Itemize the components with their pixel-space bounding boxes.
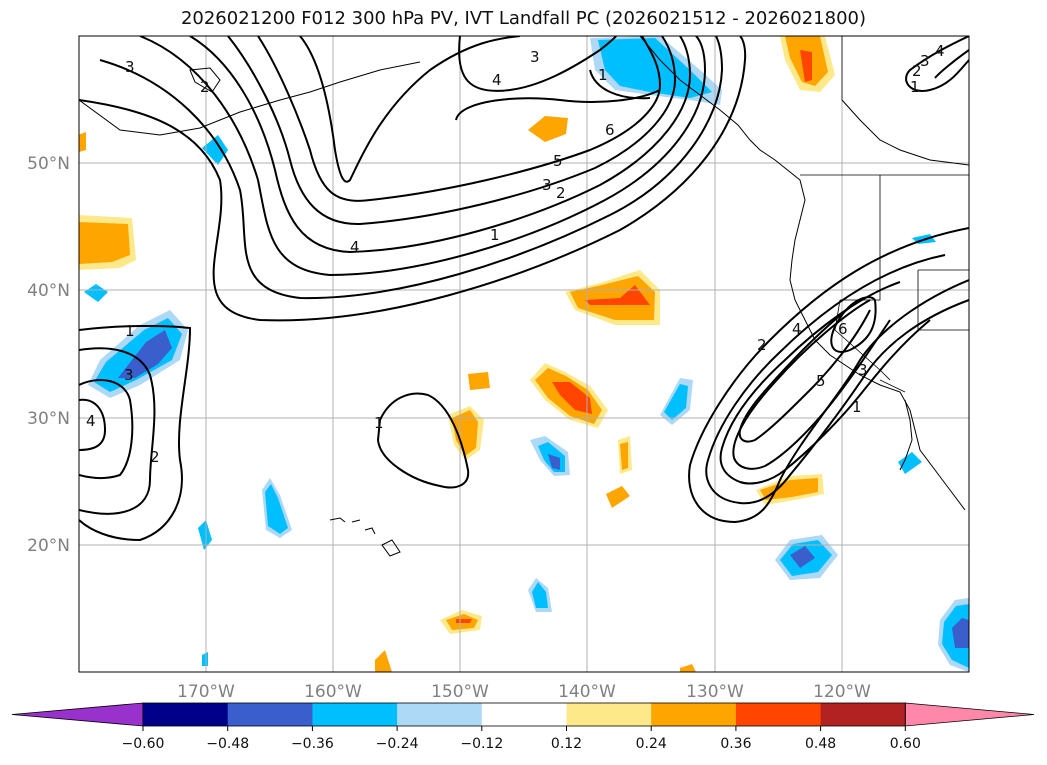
plot-area: [79, 36, 969, 672]
contour-label: 6: [605, 121, 615, 139]
colorbar-tick-label: 0.24: [636, 736, 667, 752]
shade-blob: [620, 442, 628, 470]
colorbar-tick-label: −0.60: [122, 736, 165, 752]
shade-blob: [202, 135, 228, 165]
contour-label: 2: [912, 62, 922, 80]
contour-label: 6: [838, 320, 848, 338]
colorbar-segment: [312, 703, 398, 726]
contour-label: 1: [852, 398, 862, 416]
plot-title: 2026021200 F012 300 hPa PV, IVT Landfall…: [180, 8, 867, 29]
lon-tick-label: 160°W: [304, 682, 362, 702]
shade-blob: [456, 619, 472, 623]
contour-label: 1: [490, 226, 500, 244]
contour-labels: 3 2 3 4 1 6 5 3 2 1 4 1 3 4 2 1 2 4 6 5 …: [86, 42, 945, 466]
lat-tick-label: 30°N: [27, 409, 70, 429]
colorbar-extend-low: [11, 702, 144, 727]
gridlines: [79, 36, 969, 672]
shade-blob: [606, 486, 630, 508]
plot-frame: [78, 35, 970, 673]
shading-layer: [79, 36, 969, 672]
colorbar-tick-label: −0.12: [460, 736, 503, 752]
colorbar-segment: [566, 703, 652, 726]
colorbar-segment: [651, 703, 737, 726]
contour-label: 2: [150, 448, 160, 466]
shade-blob: [552, 382, 592, 414]
colorbar-tick-label: 0.12: [551, 736, 582, 752]
colorbar-segment: [143, 703, 229, 726]
shade-blob: [468, 372, 490, 390]
contour-label: 3: [125, 58, 135, 76]
shade-blob: [375, 650, 392, 672]
colorbar-tick-label: −0.48: [206, 736, 249, 752]
longitude-labels: 170°W 160°W 150°W 140°W 130°W 120°W: [177, 682, 871, 702]
contour-label: 3: [124, 366, 134, 384]
contour-label: 1: [125, 322, 135, 340]
lat-tick-label: 40°N: [27, 281, 70, 301]
colorbar-segment: [227, 703, 313, 726]
colorbar-tick-label: 0.48: [805, 736, 836, 752]
colorbar-tick-label: −0.24: [376, 736, 419, 752]
contour-label: 2: [200, 78, 210, 96]
contour-label: 3: [542, 176, 552, 194]
shade-blob: [790, 546, 815, 568]
contour-label: 4: [792, 320, 802, 338]
lon-tick-label: 120°W: [813, 682, 871, 702]
colorbar-tick-label: 0.60: [890, 736, 921, 752]
lon-tick-label: 170°W: [177, 682, 235, 702]
shade-blob: [265, 484, 288, 534]
shade-blob: [79, 132, 86, 152]
shade-blob: [680, 664, 696, 672]
contour-label: 1: [910, 78, 920, 96]
contour-label: 3: [858, 361, 868, 379]
lon-tick-label: 140°W: [558, 682, 616, 702]
colorbar-extend-high: [904, 702, 1035, 727]
contour-label: 2: [556, 184, 566, 202]
colorbar-frame: [142, 702, 906, 727]
shade-blob: [532, 582, 548, 608]
colorbar-tick-label: −0.36: [291, 736, 334, 752]
contour-label: 5: [816, 372, 826, 390]
colorbar-segment: [481, 703, 567, 726]
contour-label: 3: [920, 52, 930, 70]
shade-blob: [84, 284, 108, 302]
lat-tick-label: 50°N: [27, 154, 70, 174]
shade-blob: [198, 520, 212, 550]
colorbar: [11, 702, 1035, 727]
contour-label: 4: [350, 238, 360, 256]
contour-label: 2: [757, 336, 767, 354]
shade-blob: [800, 50, 812, 82]
shade-blob: [664, 384, 688, 420]
shade-blob: [528, 116, 568, 142]
colorbar-tick-label: 0.36: [720, 736, 751, 752]
latitude-labels: 50°N 40°N 30°N 20°N: [27, 154, 70, 556]
lat-tick-label: 20°N: [27, 536, 70, 556]
shade-blob: [898, 452, 922, 474]
colorbar-segment: [397, 703, 483, 726]
colorbar-segment: [820, 703, 906, 726]
contour-label: 1: [374, 414, 384, 432]
contour-label: 4: [492, 71, 502, 89]
pv-contours: [79, 36, 969, 542]
shade-blob: [452, 410, 478, 456]
contour-label: 5: [553, 152, 563, 170]
contour-label: 1: [598, 66, 608, 84]
contour-label: 4: [935, 42, 945, 60]
contour-label: 4: [86, 412, 96, 430]
shade-blob: [118, 330, 172, 378]
shade-blob: [548, 454, 560, 470]
lon-tick-label: 130°W: [686, 682, 744, 702]
lon-tick-label: 150°W: [431, 682, 489, 702]
colorbar-ticks: −0.60 −0.48 −0.36 −0.24 −0.12 0.12 0.24 0.36 0.4…: [122, 726, 921, 752]
shade-blob: [79, 222, 130, 264]
contour-label: 3: [530, 48, 540, 66]
coastlines: [79, 36, 969, 557]
shade-blob: [952, 618, 969, 648]
colorbar-segment: [735, 703, 822, 726]
